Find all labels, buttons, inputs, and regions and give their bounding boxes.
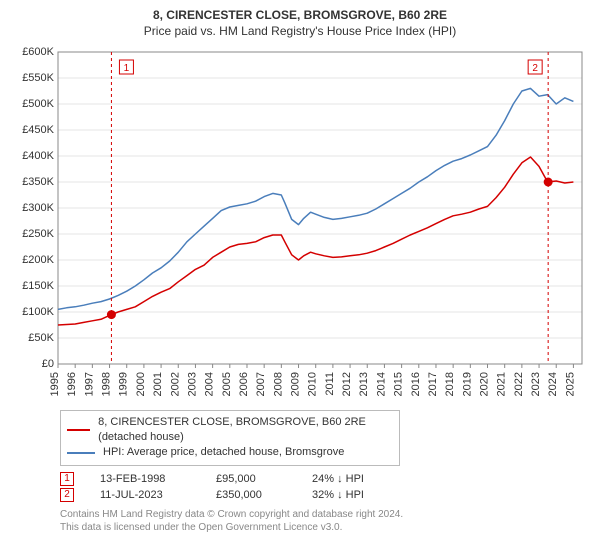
svg-text:£100K: £100K	[22, 306, 54, 318]
svg-text:2001: 2001	[152, 372, 164, 396]
svg-text:2024: 2024	[547, 372, 559, 396]
svg-text:2012: 2012	[341, 372, 353, 396]
transaction-pct: 24% ↓ HPI	[312, 473, 402, 485]
svg-text:2003: 2003	[186, 372, 198, 396]
svg-text:2021: 2021	[496, 372, 508, 396]
legend-item-hpi: HPI: Average price, detached house, Brom…	[67, 445, 393, 460]
svg-text:2016: 2016	[410, 372, 422, 396]
line-chart: £0 £50K £100K £150K £200K £250K £300K £350K £400…	[10, 44, 590, 404]
svg-text:£200K: £200K	[22, 254, 54, 266]
svg-text:2025: 2025	[564, 372, 576, 396]
transaction-badge: 2	[60, 488, 74, 502]
svg-text:2000: 2000	[135, 372, 147, 396]
svg-text:£350K: £350K	[22, 176, 54, 188]
svg-text:2005: 2005	[221, 372, 233, 396]
svg-text:2007: 2007	[255, 372, 267, 396]
svg-text:1997: 1997	[83, 372, 95, 396]
chart-title: 8, CIRENCESTER CLOSE, BROMSGROVE, B60 2R…	[0, 8, 600, 24]
transaction-row: 1 13-FEB-1998 £95,000 24% ↓ HPI	[60, 472, 600, 486]
legend: 8, CIRENCESTER CLOSE, BROMSGROVE, B60 2R…	[60, 410, 400, 466]
footer-line-1: Contains HM Land Registry data © Crown c…	[60, 508, 600, 521]
transaction-table: 1 13-FEB-1998 £95,000 24% ↓ HPI 2 11-JUL…	[60, 472, 600, 502]
legend-swatch-property	[67, 429, 90, 431]
svg-text:£50K: £50K	[28, 332, 54, 344]
footer-attribution: Contains HM Land Registry data © Crown c…	[60, 508, 600, 534]
svg-text:2023: 2023	[530, 372, 542, 396]
transaction-price: £95,000	[216, 473, 286, 485]
svg-text:2013: 2013	[358, 372, 370, 396]
svg-text:£600K: £600K	[22, 46, 54, 58]
svg-text:2011: 2011	[324, 372, 336, 396]
transaction-pct: 32% ↓ HPI	[312, 489, 402, 501]
legend-item-property: 8, CIRENCESTER CLOSE, BROMSGROVE, B60 2R…	[67, 415, 393, 446]
svg-text:2008: 2008	[272, 372, 284, 396]
chart-subtitle: Price paid vs. HM Land Registry's House …	[0, 24, 600, 38]
svg-text:£400K: £400K	[22, 150, 54, 162]
legend-label-hpi: HPI: Average price, detached house, Brom…	[103, 445, 344, 460]
svg-text:2002: 2002	[169, 372, 181, 396]
svg-text:2018: 2018	[444, 372, 456, 396]
svg-text:1999: 1999	[118, 372, 130, 396]
svg-text:2009: 2009	[290, 372, 302, 396]
svg-text:£300K: £300K	[22, 202, 54, 214]
svg-text:2014: 2014	[375, 372, 387, 396]
footer-line-2: This data is licensed under the Open Gov…	[60, 521, 600, 534]
svg-text:2022: 2022	[513, 372, 525, 396]
transaction-badge: 1	[60, 472, 74, 486]
transaction-price: £350,000	[216, 489, 286, 501]
svg-text:£0: £0	[42, 358, 54, 370]
svg-text:2004: 2004	[204, 372, 216, 396]
svg-text:2010: 2010	[307, 372, 319, 396]
svg-text:1998: 1998	[101, 372, 113, 396]
svg-text:2019: 2019	[461, 372, 473, 396]
svg-text:1: 1	[124, 63, 130, 74]
svg-text:£500K: £500K	[22, 98, 54, 110]
svg-text:2017: 2017	[427, 372, 439, 396]
svg-text:2020: 2020	[479, 372, 491, 396]
transaction-date: 11-JUL-2023	[100, 489, 190, 501]
transaction-row: 2 11-JUL-2023 £350,000 32% ↓ HPI	[60, 488, 600, 502]
svg-text:£450K: £450K	[22, 124, 54, 136]
chart-area: £0 £50K £100K £150K £200K £250K £300K £350K £400…	[10, 44, 590, 404]
legend-label-property: 8, CIRENCESTER CLOSE, BROMSGROVE, B60 2R…	[98, 415, 393, 446]
transaction-date: 13-FEB-1998	[100, 473, 190, 485]
svg-text:£250K: £250K	[22, 228, 54, 240]
svg-text:£550K: £550K	[22, 72, 54, 84]
legend-swatch-hpi	[67, 452, 95, 454]
svg-text:2015: 2015	[393, 372, 405, 396]
svg-text:1996: 1996	[66, 372, 78, 396]
svg-text:2006: 2006	[238, 372, 250, 396]
svg-text:1995: 1995	[49, 372, 61, 396]
svg-text:£150K: £150K	[22, 280, 54, 292]
svg-text:2: 2	[532, 63, 538, 74]
